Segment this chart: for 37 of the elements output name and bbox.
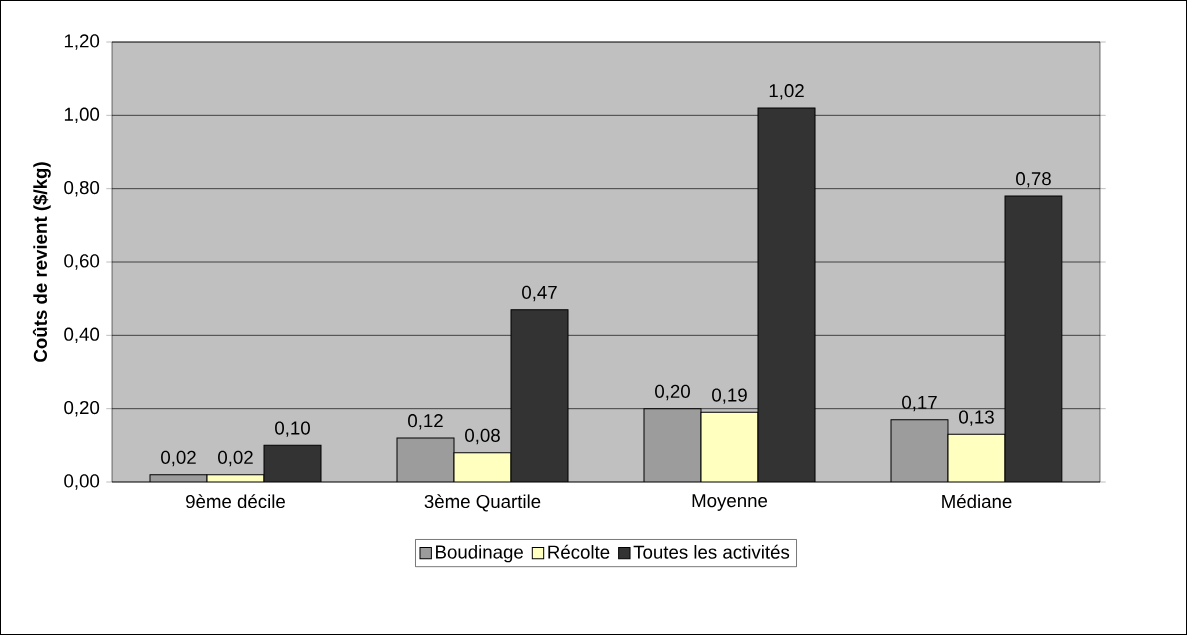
y-tick-label: 1,00 <box>64 107 100 124</box>
bar <box>947 433 1006 482</box>
bar <box>1004 195 1063 482</box>
bar <box>757 107 816 482</box>
legend-label: Toutes les activités <box>633 544 790 559</box>
data-label: 0,12 <box>408 414 443 430</box>
data-label: 0,10 <box>275 421 310 437</box>
y-axis-title: Coûts de revient ($/kg) <box>32 162 51 362</box>
bar <box>700 411 759 482</box>
bar <box>396 437 455 482</box>
data-label: 0,20 <box>655 384 690 401</box>
x-tick-label: 9ème décile <box>186 494 285 509</box>
data-label: 0,02 <box>218 450 253 467</box>
data-label: 0,02 <box>161 450 196 467</box>
bar <box>890 419 949 482</box>
x-tick-label: 3ème Quartile <box>424 494 541 512</box>
y-tick-label: 0,60 <box>64 254 100 270</box>
bar <box>453 452 512 482</box>
legend-label: Boudinage <box>436 544 523 563</box>
y-tick-label: 0,20 <box>64 400 100 417</box>
y-tick-label: 0,80 <box>64 180 100 197</box>
x-tick-label: Moyenne <box>692 494 768 511</box>
bar <box>264 445 321 482</box>
bar <box>643 408 702 482</box>
data-label: 0,19 <box>712 388 747 404</box>
data-label: 0,13 <box>959 410 994 426</box>
x-tick-label: Médiane <box>942 494 1012 509</box>
legend-label: Récolte <box>548 544 610 559</box>
data-label: 1,02 <box>769 84 804 100</box>
data-label: 0,17 <box>902 395 937 412</box>
bar <box>510 309 569 482</box>
data-label: 0,47 <box>522 285 557 302</box>
y-tick-label: 1,20 <box>64 34 100 50</box>
data-label: 0,78 <box>1016 172 1051 188</box>
y-tick-label: 0,00 <box>64 474 100 490</box>
data-label: 0,08 <box>465 428 500 445</box>
y-tick-label: 0,40 <box>64 327 100 344</box>
